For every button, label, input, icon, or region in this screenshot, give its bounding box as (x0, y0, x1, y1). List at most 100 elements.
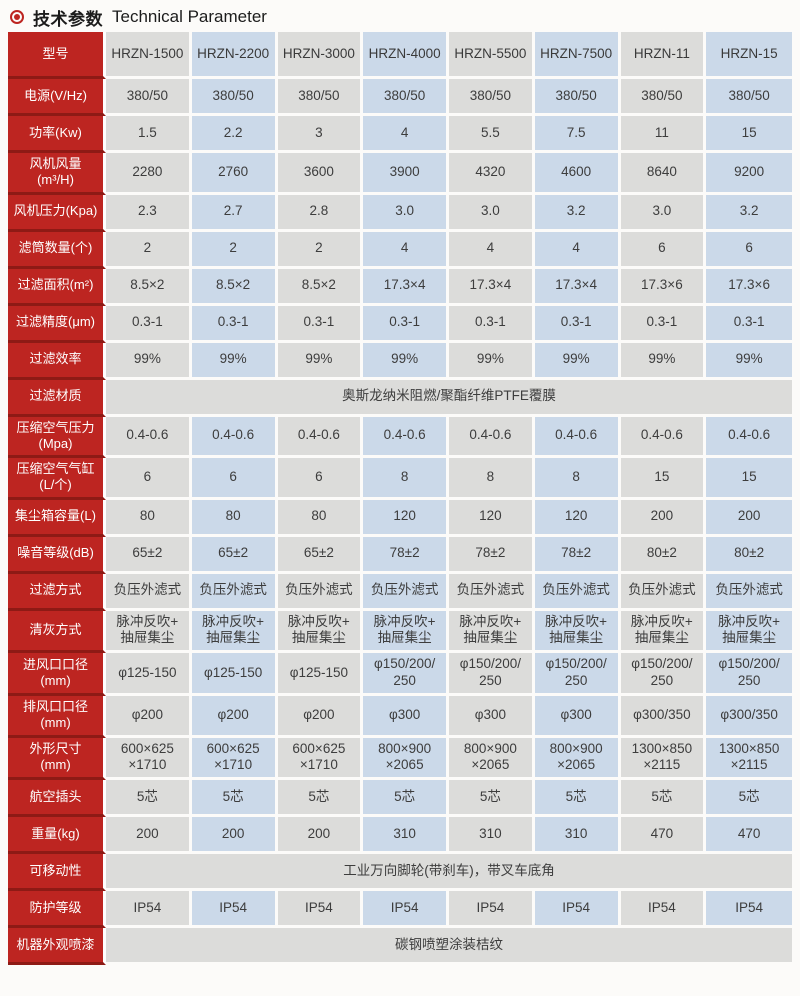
spec-cell: 0.3-1 (363, 305, 449, 343)
spec-cell: 8.5×2 (277, 268, 364, 306)
spec-cell: 8 (534, 458, 621, 500)
spec-cell: φ300 (363, 696, 449, 738)
spec-cell: 0.4-0.6 (534, 416, 621, 458)
spec-cell: 2280 (106, 153, 192, 195)
spec-cell: IP54 (620, 891, 707, 929)
spec-cell: 470 (706, 817, 792, 855)
model-cell: HRZN-5500 (449, 32, 535, 79)
spec-cell: 200 (620, 499, 707, 537)
model-cell: HRZN-7500 (534, 32, 621, 79)
spec-cell: 65±2 (191, 536, 278, 574)
row-label: 机器外观喷漆 (8, 928, 106, 966)
spec-table: 型号 HRZN-1500 HRZN-2200 HRZN-3000 HRZN-4000 HR… (8, 32, 792, 966)
spec-cell: 380/50 (449, 79, 535, 116)
spec-cell: 3600 (277, 153, 364, 195)
spec-cell: 600×625 ×1710 (106, 737, 192, 781)
spec-cell: 4 (363, 116, 449, 153)
spec-cell: 2 (191, 231, 278, 269)
row-label: 过滤效率 (8, 342, 106, 380)
spec-cell: φ200 (277, 696, 364, 738)
spec-cell: φ150/200/ 250 (449, 653, 535, 696)
row-label: 压缩空气气缸 (L/个) (8, 458, 106, 500)
spec-cell: 脉冲反吹+ 抽屉集尘 (534, 610, 621, 654)
spec-cell: 6 (620, 231, 707, 269)
spec-cell: 800×900 ×2065 (363, 737, 449, 781)
spec-cell: 80 (191, 499, 278, 537)
spec-cell: φ125-150 (191, 653, 278, 696)
row-label: 风机风量 (m³/H) (8, 153, 106, 195)
spec-cell: 负压外滤式 (106, 573, 192, 611)
spec-cell: 310 (363, 817, 449, 855)
spec-cell: 6 (277, 458, 364, 500)
spec-cell: IP54 (534, 891, 621, 929)
spec-cell: 2760 (191, 153, 278, 195)
spec-cell: 15 (706, 116, 792, 153)
spec-row: 机器外观喷漆 碳钢喷塑涂装桔纹 (8, 928, 792, 966)
spec-cell: 2.3 (106, 194, 192, 232)
spec-cell: 800×900 ×2065 (449, 737, 535, 781)
spec-cell: 8.5×2 (191, 268, 278, 306)
spec-cell: 5芯 (363, 780, 449, 818)
row-label: 噪音等级(dB) (8, 536, 106, 574)
spec-row: 重量(kg) 200 200 200 310 310 310 470 470 (8, 817, 792, 855)
row-label: 滤筒数量(个) (8, 231, 106, 269)
spec-cell: φ125-150 (106, 653, 192, 696)
spec-cell: 99% (363, 342, 449, 380)
spec-cell: 负压外滤式 (620, 573, 707, 611)
row-label: 集尘箱容量(L) (8, 499, 106, 537)
spec-row: 过滤效率 99% 99% 99% 99% 99% 99% 99% 99% (8, 342, 792, 380)
model-cell: HRZN-15 (706, 32, 792, 79)
span-cell: 碳钢喷塑涂装桔纹 (106, 928, 792, 966)
spec-cell: 2 (277, 231, 364, 269)
row-label: 航空插头 (8, 780, 106, 818)
spec-cell: 99% (620, 342, 707, 380)
spec-cell: 2.7 (191, 194, 278, 232)
spec-cell: 99% (449, 342, 535, 380)
row-label: 过滤材质 (8, 379, 106, 417)
spec-row: 过滤面积(m²) 8.5×2 8.5×2 8.5×2 17.3×4 17.3×4 17.3×… (8, 268, 792, 306)
spec-cell: 380/50 (106, 79, 192, 116)
spec-cell: 600×625 ×1710 (191, 737, 278, 781)
spec-cell: 99% (706, 342, 792, 380)
spec-cell: 3.2 (534, 194, 621, 232)
spec-cell: 15 (620, 458, 707, 500)
spec-cell: 0.3-1 (620, 305, 707, 343)
row-label: 外形尺寸 (mm) (8, 737, 106, 781)
spec-cell: 0.3-1 (106, 305, 192, 343)
spec-cell: 脉冲反吹+ 抽屉集尘 (706, 610, 792, 654)
spec-cell: 0.3-1 (706, 305, 792, 343)
spec-cell: 1.5 (106, 116, 192, 153)
spec-cell: 11 (620, 116, 707, 153)
spec-cell: IP54 (191, 891, 278, 929)
spec-row: 过滤材质 奥斯龙纳米阻燃/聚酯纤维PTFE覆膜 (8, 379, 792, 417)
spec-cell: 4600 (534, 153, 621, 195)
spec-cell: 380/50 (191, 79, 278, 116)
spec-cell: 5芯 (620, 780, 707, 818)
spec-cell: 负压外滤式 (277, 573, 364, 611)
spec-cell: φ150/200/ 250 (706, 653, 792, 696)
row-label: 进风口口径 (mm) (8, 653, 106, 696)
spec-cell: 17.3×4 (449, 268, 535, 306)
spec-row: 噪音等级(dB) 65±2 65±2 65±2 78±2 78±2 78±2 80±2 80±2 (8, 536, 792, 574)
section-title-en: Technical Parameter (112, 7, 267, 26)
spec-cell: φ300 (449, 696, 535, 738)
spec-cell: 380/50 (363, 79, 449, 116)
spec-cell: IP54 (106, 891, 192, 929)
spec-cell: 99% (106, 342, 192, 380)
spec-cell: 120 (534, 499, 621, 537)
row-label: 过滤方式 (8, 573, 106, 611)
spec-cell: 17.3×6 (620, 268, 707, 306)
spec-cell: IP54 (706, 891, 792, 929)
spec-cell: 负压外滤式 (363, 573, 449, 611)
spec-cell: 5芯 (191, 780, 278, 818)
spec-cell: 8 (449, 458, 535, 500)
spec-cell: 310 (449, 817, 535, 855)
spec-row: 外形尺寸 (mm) 600×625 ×1710 600×625 ×1710 600×6… (8, 737, 792, 781)
span-cell: 奥斯龙纳米阻燃/聚酯纤维PTFE覆膜 (106, 379, 792, 417)
spec-cell: 5芯 (106, 780, 192, 818)
spec-row: 集尘箱容量(L) 80 80 80 120 120 120 200 200 (8, 499, 792, 537)
spec-cell: 200 (106, 817, 192, 855)
spec-row: 进风口口径 (mm) φ125-150 φ125-150 φ125-150 φ150/2… (8, 653, 792, 696)
spec-cell: 5芯 (534, 780, 621, 818)
spec-cell: 5芯 (277, 780, 364, 818)
